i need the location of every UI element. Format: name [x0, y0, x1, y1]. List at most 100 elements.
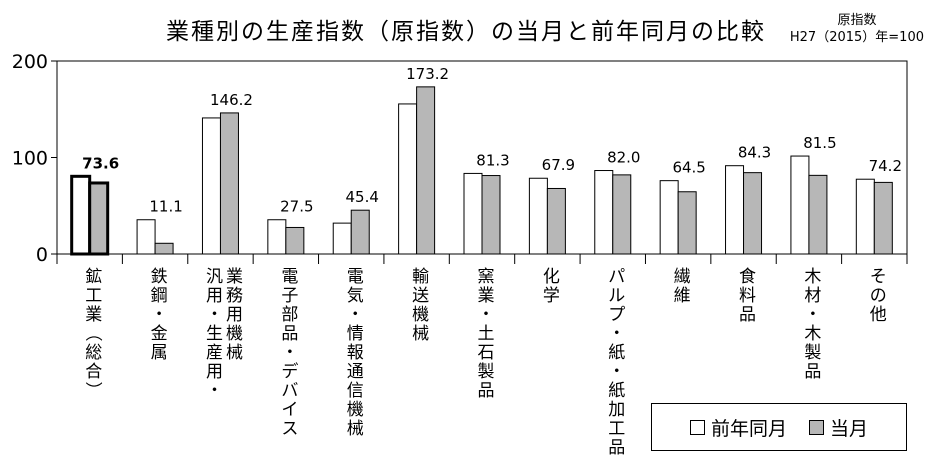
data-label: 11.1 [149, 198, 182, 216]
category-label-char: 製 [804, 343, 821, 363]
category-label-char: 品 [739, 305, 756, 325]
legend-item-current: 当月 [809, 414, 868, 441]
category-label-char: 信 [347, 381, 364, 401]
category-label-char: ・ [281, 343, 298, 363]
category-label-char: 情 [347, 324, 364, 344]
bar-prior-year [398, 103, 418, 255]
category-label-char: 属 [151, 343, 168, 363]
bar-prior-year [332, 222, 352, 255]
bar-current-month [88, 181, 110, 256]
category-label-char: 気 [347, 286, 364, 306]
data-label: 84.3 [738, 144, 771, 162]
category-label-char: 料 [739, 286, 756, 306]
category-label-char: 鋼 [151, 286, 168, 306]
data-label: 82.0 [607, 149, 640, 167]
base-note-line-2: H27（2015）年=100 [789, 30, 924, 45]
bar-prior-year [594, 170, 614, 255]
category-label-char: ・ [206, 381, 223, 401]
category-label-char: ） [83, 382, 103, 399]
bar-prior-year [201, 117, 221, 255]
legend: 前年同月 当月 [651, 403, 907, 451]
category-label-char: 鉱 [85, 267, 102, 287]
category-label-char: 工 [608, 419, 625, 439]
y-tick-label: 200 [12, 51, 48, 73]
category-label-char: パ [608, 267, 625, 287]
legend-swatch-current [809, 419, 824, 435]
bar-current-month [285, 226, 305, 255]
bar-prior-year [528, 177, 548, 255]
category-label-char: 機 [412, 305, 429, 325]
category-label-char: ・ [478, 305, 495, 325]
category-label-char: ス [281, 419, 298, 439]
category-label-char: 電 [281, 267, 298, 287]
category-label-char: 電 [347, 267, 364, 287]
legend-item-prior: 前年同月 [689, 414, 787, 441]
category-label-char: 産 [206, 343, 223, 363]
category-label-char: プ [608, 305, 625, 325]
category-label-char: 報 [347, 343, 364, 363]
bar-current-month [743, 172, 763, 255]
bar-current-month [808, 174, 828, 255]
category-label-char: 石 [478, 343, 495, 363]
category-label-char: 送 [412, 286, 429, 306]
category-label-char: 金 [151, 324, 168, 344]
category-label-char: 業 [478, 286, 495, 306]
y-tick-label: 0 [36, 244, 48, 266]
category-label-char: ・ [151, 305, 168, 325]
category-label-char: 用 [206, 286, 223, 306]
data-label: 67.9 [542, 156, 575, 174]
category-label-char: バ [281, 381, 298, 401]
category-label-char: 食 [739, 267, 756, 287]
bar-prior-year [463, 172, 483, 255]
category-label-char: 機 [226, 324, 243, 344]
category-label-char: 加 [608, 400, 625, 420]
category-label-char: 輸 [412, 267, 429, 287]
category-label-char: 汎 [206, 267, 223, 287]
category-label-char: ル [608, 286, 625, 306]
base-note-line-1: 原指数 [837, 13, 877, 28]
category-label-char: 械 [347, 419, 364, 439]
category-label-char: 業 [85, 305, 102, 325]
data-label: 146.2 [210, 91, 253, 109]
category-label-char: 機 [347, 400, 364, 420]
category-label-char: 紙 [608, 381, 625, 401]
legend-swatch-prior [689, 419, 705, 435]
category-label-char: ・ [206, 305, 223, 325]
base-year-note: 原指数 H27（2015）年=100 [790, 12, 924, 46]
category-label-char: （ [83, 325, 103, 342]
bar-prior-year [267, 219, 287, 255]
category-label-char: 鉄 [151, 267, 168, 287]
category-label-char: 品 [478, 381, 495, 401]
category-label-char: 窯 [478, 267, 495, 287]
data-label: 81.3 [476, 151, 509, 169]
data-label: 173.2 [406, 65, 449, 83]
category-label-char: 土 [478, 324, 495, 344]
data-label: 81.5 [803, 134, 836, 152]
category-label-char: 繊 [674, 267, 691, 287]
category-label-char: 部 [281, 305, 298, 325]
bar-prior-year [659, 180, 679, 255]
legend-label-current: 当月 [830, 417, 869, 440]
category-label-char: ・ [347, 305, 364, 325]
bar-current-month [481, 175, 501, 255]
data-label: 27.5 [280, 198, 313, 216]
category-label-char: 維 [674, 286, 691, 306]
bar-current-month [873, 181, 893, 255]
category-label-char: 品 [608, 438, 625, 458]
category-label-char: ・ [608, 324, 625, 344]
category-label-char: 材 [804, 286, 821, 306]
category-label-char: 用 [226, 305, 243, 325]
data-label: 64.5 [672, 159, 705, 177]
legend-label-prior: 前年同月 [710, 417, 787, 440]
bar-current-month [219, 112, 239, 255]
category-label-char: 総 [85, 343, 102, 363]
category-label-char: デ [281, 361, 298, 382]
bar-current-month [677, 191, 697, 255]
category-label-char: 工 [85, 286, 102, 306]
category-label-char: 品 [281, 324, 298, 344]
bar-prior-year [725, 165, 745, 255]
data-label: 45.4 [346, 188, 379, 206]
category-label-char: 用 [206, 362, 223, 382]
y-tick-label: 100 [12, 148, 48, 170]
